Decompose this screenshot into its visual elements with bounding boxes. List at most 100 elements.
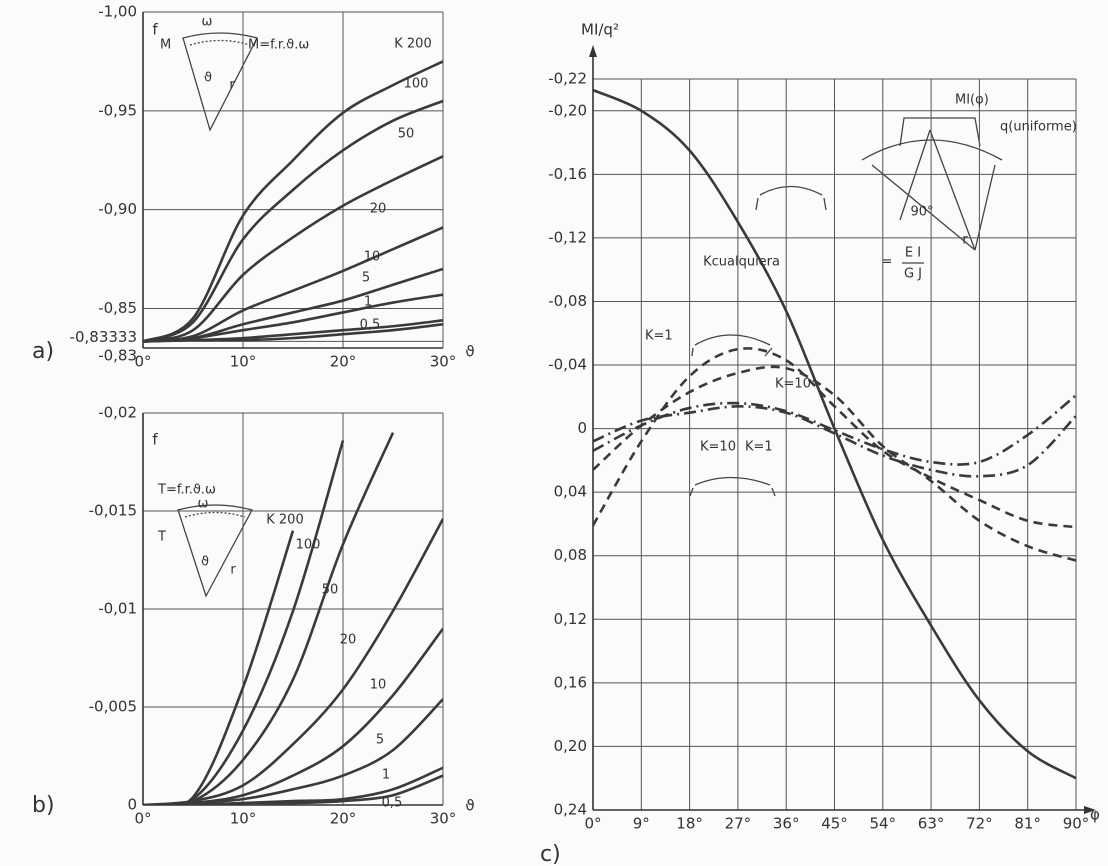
annotation: r: [962, 233, 968, 248]
inset-sketch-b: [177, 504, 253, 598]
series-label: 20: [340, 633, 357, 648]
x-tick-label: 20°: [330, 353, 357, 371]
series-label: 5: [362, 271, 370, 286]
series-label: 100: [296, 538, 321, 553]
x-axis-label: ϑ: [465, 797, 474, 815]
series-label: 0,5: [382, 796, 403, 811]
y-tick-label: -0,02: [98, 404, 137, 422]
series-line: [143, 226, 443, 343]
series-line: [143, 155, 443, 343]
x-axis-label: φ: [1090, 806, 1100, 824]
annotation: r: [230, 563, 236, 578]
series-label: K=10: [700, 440, 736, 455]
chart: -0,83-0,83333 -0,85 -0,90 -0,95 -1,00 0° 10° 20…: [32, 3, 475, 371]
chart: 0 -0,005 -0,01 -0,015 -0,02 0° 10° 20° 30° b) f ϑ T=…: [32, 404, 475, 828]
y-tick-label: -0,015: [89, 502, 137, 520]
series-label: 10: [364, 250, 381, 265]
x-tick-label: 0°: [134, 353, 151, 371]
annotation: q(uniforme): [1000, 120, 1077, 135]
inset-sketch-a: [182, 32, 258, 132]
x-tick-label: 30°: [430, 353, 457, 371]
series-label: K 200: [266, 513, 303, 528]
series-line: [593, 365, 1077, 562]
inset-sketch-c: [689, 117, 1003, 497]
series-line: [143, 698, 443, 805]
y-tick-label: -1,00: [98, 3, 137, 21]
x-tick-label: 36°: [773, 815, 800, 833]
series-label: 0,5: [360, 318, 381, 333]
annotation: =: [882, 255, 893, 270]
charts: -0,83-0,83333-0,85-0,90-0,95-1,000° 10° 20…: [32, 3, 1100, 866]
y-tick-label: -0,85: [98, 299, 137, 317]
y-axis-label: MI/q²: [581, 21, 619, 39]
annotation: T=f.r.ϑ.ω: [157, 483, 216, 498]
annotation: ω: [202, 15, 213, 30]
y-tick-label: 0,16: [554, 673, 587, 691]
x-tick-label: 0°: [134, 810, 151, 828]
series-label: 1: [364, 295, 372, 310]
x-tick-label: 0°: [584, 815, 601, 833]
y-tick-label: -0,22: [548, 70, 587, 88]
series-label: 100: [404, 77, 429, 92]
series-line: [593, 88, 1077, 780]
y-tick-label: -0,12: [548, 228, 587, 246]
series-label: 20: [370, 202, 387, 217]
x-tick-label: 30°: [430, 810, 457, 828]
annotation: ω: [198, 497, 209, 512]
series-line: [143, 322, 443, 343]
y-tick-label: 0: [127, 796, 137, 814]
series-line: [143, 627, 443, 805]
series-label: K 200: [394, 37, 431, 52]
x-tick-label: 9°: [633, 815, 650, 833]
x-tick-label: 81°: [1014, 815, 1041, 833]
y-tick-label: -0,16: [548, 165, 587, 183]
panel-label: a): [32, 339, 54, 364]
x-tick-label: 72°: [966, 815, 993, 833]
annotation: 90°: [910, 205, 933, 220]
series-label: K=10: [775, 377, 811, 392]
y-tick-label: 0,12: [554, 610, 587, 628]
series-line: [143, 774, 443, 805]
y-tick-label: -0,01: [98, 600, 137, 618]
annotation: ϑ: [201, 555, 209, 570]
annotation: E I: [905, 246, 921, 261]
series-label: 50: [398, 127, 415, 142]
y-tick-label: 0,20: [554, 737, 587, 755]
y-tick-label: 0,04: [554, 483, 587, 501]
series-line: [143, 60, 443, 343]
series-line: [143, 530, 295, 805]
x-tick-label: 45°: [821, 815, 848, 833]
x-tick-label: 20°: [330, 810, 357, 828]
axis-arrow: [1084, 806, 1096, 814]
annotation: ϑ: [204, 71, 212, 86]
series-label: 5: [376, 733, 384, 748]
series-line: [143, 293, 443, 343]
panel-label: b): [32, 793, 55, 818]
x-tick-label: 90°: [1063, 815, 1090, 833]
annotation: M: [160, 38, 171, 53]
x-tick-label: 63°: [918, 815, 945, 833]
y-tick-label: -0,005: [89, 698, 137, 716]
annotation: MI(φ): [955, 93, 989, 108]
series-line: [593, 405, 1077, 478]
annotation: G J: [904, 267, 922, 282]
y-tick-label: 0,08: [554, 546, 587, 564]
x-tick-label: 10°: [230, 810, 257, 828]
y-tick-label: -0,20: [548, 101, 587, 119]
y-tick-label: 0,24: [554, 801, 587, 819]
series-label: Kcualquiera: [703, 255, 780, 270]
series-label: 50: [322, 583, 339, 598]
series-line: [143, 766, 443, 805]
series-label: K=1: [645, 329, 673, 344]
annotation: r: [229, 78, 235, 93]
series-group: [143, 432, 443, 805]
series-group: [593, 88, 1077, 780]
x-tick-label: 54°: [870, 815, 897, 833]
series-group: [143, 60, 443, 343]
chart: -0,22 -0,20 -0,16 -0,12 -0,08 -0,04 0 0,04 0,08 0…: [540, 21, 1100, 866]
x-tick-label: 10°: [230, 353, 257, 371]
y-tick-label: 0: [577, 419, 587, 437]
y-axis-label: f: [152, 431, 158, 449]
y-tick-label: -0,90: [98, 200, 137, 218]
